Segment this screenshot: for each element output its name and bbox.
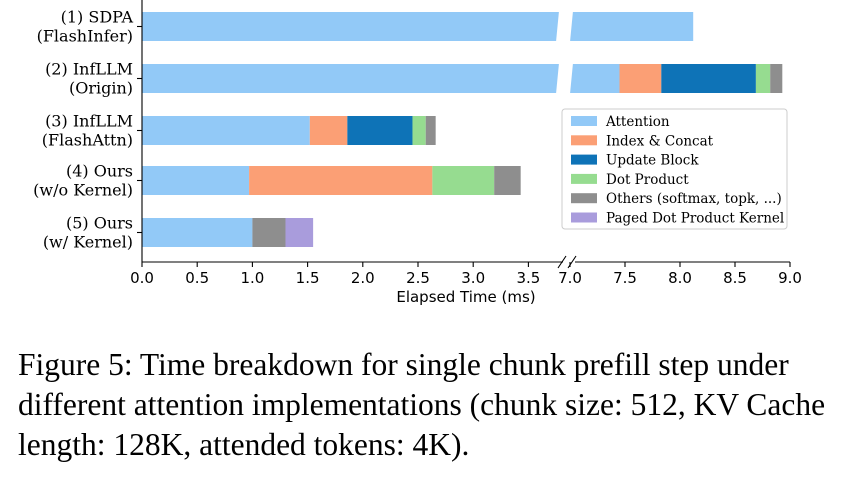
bar-3-index-concat [309,116,348,145]
bars-group [142,11,783,247]
category-label-line2: (FlashAttn) [42,131,133,150]
legend-swatch [571,116,597,126]
category-label-line1: (4) Ours [66,162,133,181]
x-tick-label: 0.5 [185,269,209,287]
bar-3-others-softmax-topk [425,116,436,145]
x-tick-label: 7.5 [613,269,637,287]
legend-swatch [571,173,597,184]
legend-entry-label: Index & Concat [606,133,714,149]
legend-entry-label: Update Block [606,153,699,169]
legend-frame [561,108,788,230]
category-label-line2: (FlashInfer) [37,27,133,46]
x-tick-label: 3.0 [461,269,485,287]
x-tick-label: 7.0 [558,269,582,287]
legend-swatch [571,135,597,146]
bar-3-update-block [347,116,413,145]
category-label-line2: (Origin) [69,79,133,98]
category-label-line2: (w/ Kernel) [43,233,133,252]
x-tick-label: 9.0 [778,269,802,287]
category-label-line1: (1) SDPA [61,8,134,27]
x-tick-label: 0.0 [130,269,154,287]
x-tick-label: 3.5 [516,269,540,287]
x-tick-label: 1.0 [240,269,264,287]
bar-5-paged-dot-product-kernel [285,218,314,247]
bar-3-attention [142,116,310,145]
axis-break-gap [556,11,573,94]
category-label-line1: (2) InfLLM [45,60,133,79]
break-gap-row-2 [556,63,573,94]
x-tick-label: 8.0 [668,269,692,287]
break-gap-row-1 [556,11,573,42]
legend-swatch [571,193,597,204]
category-label-line2: (w/o Kernel) [33,181,133,200]
break-mark-right [567,255,577,269]
x-tick-label: 2.5 [406,269,430,287]
stacked-bar-chart: 0.0 0.5 1.0 1.5 2.0 2.5 3.0 3.5 7.0 7.5 8.0 8.5 9.0 (… [33,0,802,306]
x-tick-label: 2.0 [351,269,375,287]
legend-entry-label: Paged Dot Product Kernel [606,211,784,227]
bar-3-dot-product [412,116,426,145]
bar-4-others-softmax-topk [494,166,521,195]
bar-4-index-concat [249,166,433,195]
bar-2-dot-product [755,64,771,93]
legend-entry-label: Others (softmax, topk, ...) [606,191,782,207]
category-label-line1: (5) Ours [66,214,133,233]
bar-2-update-block [661,64,756,93]
legend-swatch [571,212,597,223]
legend-entry-label: Attention [605,114,670,130]
legend-swatch [571,154,597,165]
category-label-line1: (3) InfLLM [45,112,133,131]
break-mark-left [557,255,567,269]
legend-entry-label: Dot Product [606,172,689,188]
bar-4-dot-product [432,166,495,195]
bar-2-others-softmax-topk [770,64,783,93]
figure-caption: Figure 5: Time breakdown for single chun… [18,347,826,462]
bar-2-index-concat [619,64,662,93]
axes-group: 0.0 0.5 1.0 1.5 2.0 2.5 3.0 3.5 7.0 7.5 8.0 8.5 9.0 (… [33,0,802,306]
x-tick-label: 1.5 [296,269,320,287]
bar-5-others-softmax-topk [252,218,286,247]
bar-4-attention [142,166,250,195]
x-axis-label: Elapsed Time (ms) [396,288,535,306]
bar-1-attention [142,12,694,41]
bar-2-attention [142,64,620,93]
legend: Attention Index & Concat Update Block Dot P… [561,108,788,230]
x-tick-label: 8.5 [723,269,747,287]
bar-5-attention [142,218,253,247]
